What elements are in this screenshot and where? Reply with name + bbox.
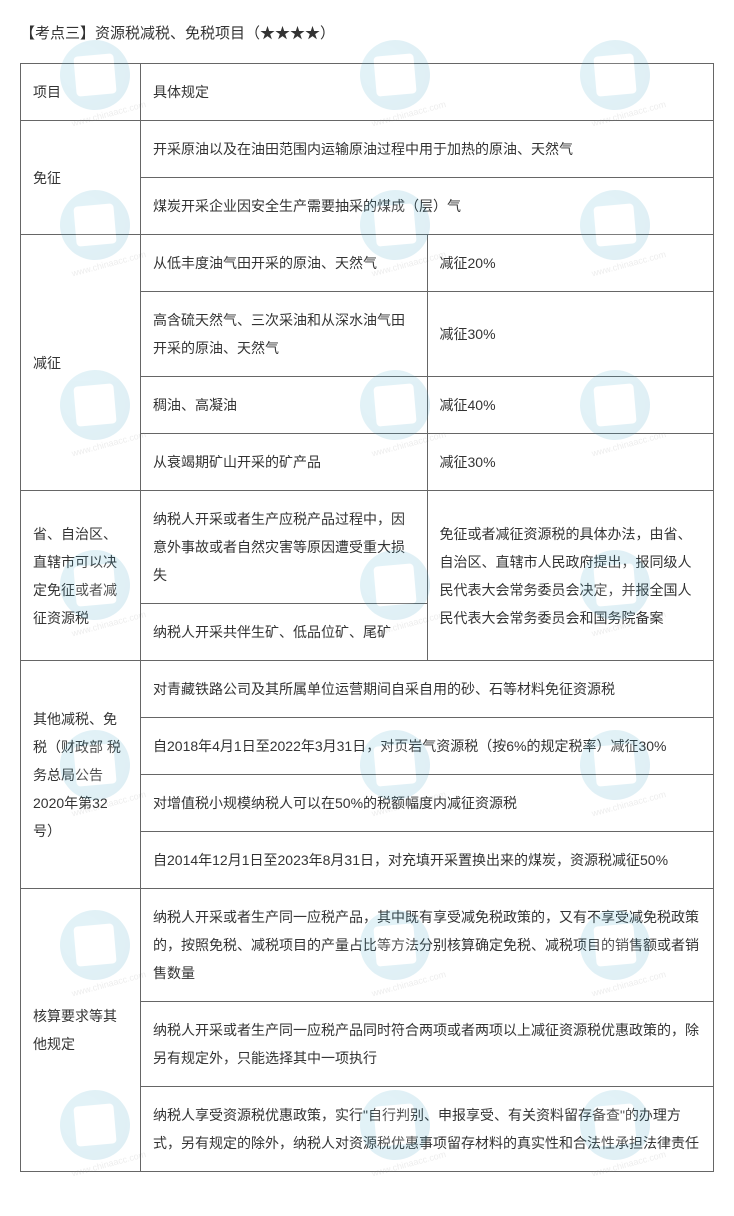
content-cell: 煤炭开采企业因安全生产需要抽采的煤成（层）气 xyxy=(141,178,714,235)
table-row: 减征 从低丰度油气田开采的原油、天然气 减征20% xyxy=(21,235,714,292)
content-cell: 免征或者减征资源税的具体办法，由省、自治区、直辖市人民政府提出，报同级人民代表大… xyxy=(427,491,714,661)
content-cell: 从衰竭期矿山开采的矿产品 xyxy=(141,434,428,491)
content-cell: 纳税人开采共伴生矿、低品位矿、尾矿 xyxy=(141,604,428,661)
content-cell: 纳税人开采或者生产应税产品过程中，因意外事故或者自然灾害等原因遭受重大损失 xyxy=(141,491,428,604)
category-cell: 减征 xyxy=(21,235,141,491)
content-cell: 高含硫天然气、三次采油和从深水油气田开采的原油、天然气 xyxy=(141,292,428,377)
header-cell: 具体规定 xyxy=(141,64,714,121)
content-cell: 自2018年4月1日至2022年3月31日，对页岩气资源税（按6%的规定税率）减… xyxy=(141,718,714,775)
content-cell: 稠油、高凝油 xyxy=(141,377,428,434)
content-cell: 纳税人享受资源税优惠政策，实行"自行判别、申报享受、有关资料留存备查"的办理方式… xyxy=(141,1087,714,1172)
content-cell: 纳税人开采或者生产同一应税产品同时符合两项或者两项以上减征资源税优惠政策的，除另… xyxy=(141,1002,714,1087)
content-cell: 减征30% xyxy=(427,292,714,377)
category-cell: 省、自治区、直辖市可以决定免征或者减征资源税 xyxy=(21,491,141,661)
content-cell: 纳税人开采或者生产同一应税产品，其中既有享受减免税政策的，又有不享受减免税政策的… xyxy=(141,889,714,1002)
header-cell: 项目 xyxy=(21,64,141,121)
content-cell: 从低丰度油气田开采的原油、天然气 xyxy=(141,235,428,292)
tax-table: 项目 具体规定 免征 开采原油以及在油田范围内运输原油过程中用于加热的原油、天然… xyxy=(20,63,714,1172)
table-row: 核算要求等其他规定 纳税人开采或者生产同一应税产品，其中既有享受减免税政策的，又… xyxy=(21,889,714,1002)
page-title: 【考点三】资源税减税、免税项目（★★★★） xyxy=(20,20,714,47)
content-cell: 开采原油以及在油田范围内运输原油过程中用于加热的原油、天然气 xyxy=(141,121,714,178)
table-row: 其他减税、免税（财政部 税务总局公告2020年第32号） 对青藏铁路公司及其所属… xyxy=(21,661,714,718)
category-cell: 免征 xyxy=(21,121,141,235)
table-row: 项目 具体规定 xyxy=(21,64,714,121)
content-cell: 减征30% xyxy=(427,434,714,491)
content-cell: 对增值税小规模纳税人可以在50%的税额幅度内减征资源税 xyxy=(141,775,714,832)
category-cell: 核算要求等其他规定 xyxy=(21,889,141,1172)
content-cell: 自2014年12月1日至2023年8月31日，对充填开采置换出来的煤炭，资源税减… xyxy=(141,832,714,889)
content-cell: 减征20% xyxy=(427,235,714,292)
table-row: 省、自治区、直辖市可以决定免征或者减征资源税 纳税人开采或者生产应税产品过程中，… xyxy=(21,491,714,604)
content-cell: 对青藏铁路公司及其所属单位运营期间自采自用的砂、石等材料免征资源税 xyxy=(141,661,714,718)
content-cell: 减征40% xyxy=(427,377,714,434)
category-cell: 其他减税、免税（财政部 税务总局公告2020年第32号） xyxy=(21,661,141,889)
table-row: 免征 开采原油以及在油田范围内运输原油过程中用于加热的原油、天然气 xyxy=(21,121,714,178)
